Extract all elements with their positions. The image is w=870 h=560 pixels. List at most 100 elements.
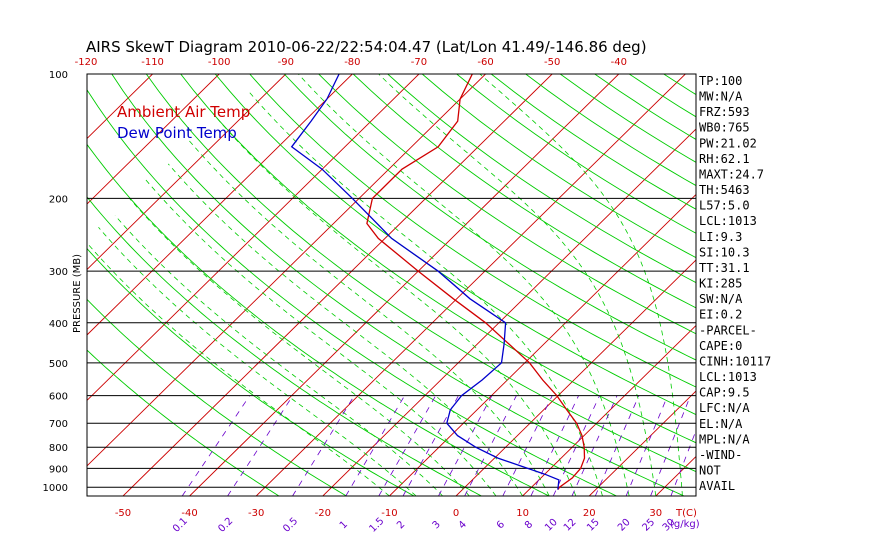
index-text: EI:0.2	[699, 308, 742, 322]
dry-adiabat-line	[145, 74, 696, 473]
isotherm-line	[189, 74, 620, 496]
mixing-ratio-tick-label: 3	[431, 519, 443, 531]
dry-adiabat-line	[87, 143, 550, 496]
mixing-ratio-line	[670, 429, 696, 496]
mixing-ratio-line	[552, 395, 600, 496]
mixing-ratio-line	[227, 395, 294, 496]
pressure-tick-label: 200	[49, 194, 68, 205]
moist-adiabat-line	[378, 74, 657, 496]
index-text: LFC:N/A	[699, 401, 750, 415]
isotherm-line	[588, 390, 696, 496]
isotherm-line	[122, 74, 553, 496]
dry-adiabat-line	[836, 74, 870, 496]
bottom-temperature-tick-label: -40	[181, 508, 197, 519]
moist-adiabat-line	[98, 227, 417, 496]
bottom-temperature-tick-label: -10	[381, 508, 397, 519]
dry-adiabat-line	[87, 88, 617, 496]
isotherm-line	[322, 128, 696, 496]
dry-adiabat-line	[490, 74, 696, 210]
mixing-ratio-tick-label: 12	[562, 517, 579, 534]
pressure-tick-label: 400	[49, 319, 68, 330]
dry-adiabat-line	[180, 74, 696, 444]
index-text: CINH:10117	[699, 354, 771, 368]
dry-adiabat-line	[802, 74, 870, 496]
isotherm-line	[87, 74, 287, 271]
bottom-temperature-tick-label: 0	[453, 508, 459, 519]
pressure-tick-label: 900	[49, 464, 68, 475]
index-text: CAPE:0	[699, 339, 742, 353]
dry-adiabat-line	[318, 74, 696, 335]
temperature-profile-line	[366, 74, 586, 490]
dry-adiabat-line	[387, 74, 696, 284]
index-text: EL:N/A	[699, 417, 743, 431]
index-text: LCL:1013	[699, 214, 757, 228]
index-text: MW:N/A	[699, 90, 743, 104]
top-temperature-ticks: -120 -110 -100 -90 -80 -70 -60 -50 -40	[75, 57, 627, 68]
pressure-tick-label: 700	[49, 419, 68, 430]
dry-adiabat-line	[421, 74, 696, 259]
moist-adiabat-line	[114, 215, 443, 496]
isotherm-line	[87, 74, 486, 467]
top-temperature-tick-label: -60	[477, 57, 493, 68]
moist-adiabat-line	[129, 198, 470, 496]
mixing-ratio-line	[292, 395, 355, 496]
pressure-tick-label: 500	[49, 359, 68, 370]
index-text: FRZ:593	[699, 105, 750, 119]
dry-adiabat-line	[283, 74, 696, 361]
pressure-ticks: 100 200 300 400 500 600 700 800 900 1000	[43, 70, 68, 494]
isobar-lines	[87, 197, 696, 488]
plot-frame	[86, 73, 697, 497]
y-axis-label: PRESSURE (MB)	[72, 254, 83, 333]
isotherm-line	[522, 324, 696, 496]
isotherm-line	[87, 74, 220, 205]
top-temperature-tick-label: -100	[208, 57, 231, 68]
index-text: WB0:765	[699, 121, 750, 135]
profile-lines	[290, 74, 586, 490]
chart-title: AIRS SkewT Diagram 2010-06-22/22:54:04.4…	[86, 38, 647, 56]
index-text: LI:9.3	[699, 230, 742, 244]
index-text: CAP:9.5	[699, 386, 750, 400]
mixing-ratio-tick-label: 0.2	[216, 516, 235, 535]
index-text: MAXT:24.7	[699, 167, 764, 181]
pressure-tick-label: 600	[49, 392, 68, 403]
mixing-ratio-line	[378, 395, 437, 496]
index-text: KI:285	[699, 277, 742, 291]
bottom-temperature-tick-label: 20	[583, 508, 596, 519]
index-text: PW:21.02	[699, 136, 757, 150]
dewpoint-profile-line	[290, 74, 560, 490]
mixing-ratio-line	[530, 395, 579, 496]
pressure-tick-label: 1000	[43, 483, 68, 494]
moist-adiabat-line	[145, 179, 497, 496]
mixing-ratio-unit: (g/kg)	[670, 519, 700, 530]
bottom-temperature-tick-label: 30	[649, 508, 662, 519]
mixing-ratio-line	[181, 395, 251, 496]
dry-adiabat-line	[767, 74, 870, 496]
dry-adiabat-line	[87, 298, 347, 496]
index-text: -PARCEL-	[699, 323, 757, 337]
top-temperature-tick-label: -40	[611, 57, 627, 68]
pressure-tick-label: 800	[49, 443, 68, 454]
index-text: RH:62.1	[699, 152, 750, 166]
moist-adiabat-line	[298, 74, 630, 496]
isotherm-line	[255, 74, 686, 496]
top-temperature-tick-label: -50	[544, 57, 560, 68]
dry-adiabat-line	[87, 349, 280, 496]
index-text: TT:31.1	[699, 261, 750, 275]
moist-adiabat-line	[87, 242, 390, 496]
top-temperature-tick-label: -90	[278, 57, 294, 68]
dry-adiabat-line	[663, 74, 696, 96]
dry-adiabat-line	[352, 74, 696, 309]
mixing-ratio-line	[625, 395, 669, 496]
index-text: LCL:1013	[699, 370, 757, 384]
moist-adiabat-line	[248, 90, 603, 496]
top-temperature-tick-label: -120	[75, 57, 98, 68]
mixing-ratio-tick-label: 8	[523, 519, 535, 531]
index-text: AVAIL	[699, 479, 735, 493]
pressure-tick-label: 300	[49, 267, 68, 278]
bottom-temperature-tick-label: 10	[516, 508, 529, 519]
bottom-temperature-tick-label: -20	[315, 508, 331, 519]
mixing-ratio-tick-label: 1	[338, 519, 350, 531]
legend-temperature: Ambient Air Temp	[117, 103, 250, 121]
